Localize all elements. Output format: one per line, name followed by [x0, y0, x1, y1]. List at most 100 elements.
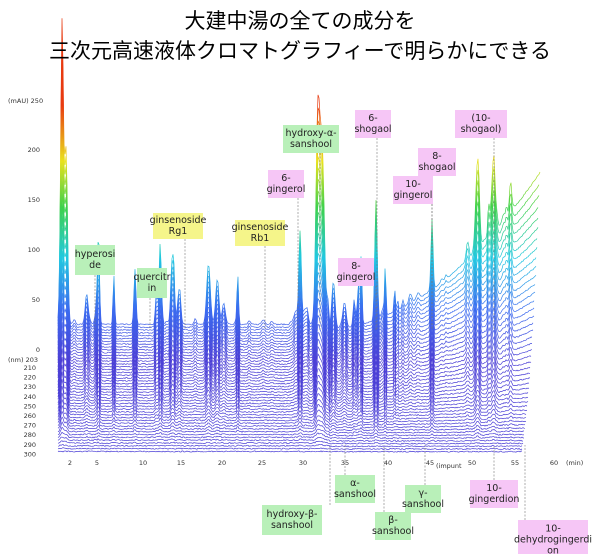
time-tick: 2	[68, 459, 72, 467]
wavelength-tick: 270	[24, 422, 36, 430]
annotation-text: gingerdion	[469, 494, 520, 505]
label-box	[418, 148, 456, 176]
trace	[57, 443, 523, 448]
annotation-text: (10-	[471, 113, 490, 124]
annotation-text: sanshool	[271, 520, 313, 531]
trace	[57, 416, 526, 432]
trace	[57, 109, 538, 346]
trace	[57, 450, 523, 453]
annotation-text: shogaol	[354, 124, 391, 135]
label-box	[235, 220, 285, 246]
trace	[57, 250, 534, 377]
annotation-text: quercitr	[133, 272, 170, 283]
title-line: 三次元高速液体クロマトグラフィーで明らかにできる	[49, 39, 551, 63]
trace	[57, 398, 526, 424]
absorbance-tick: 200	[28, 146, 40, 154]
absorbance-tick: 150	[28, 196, 40, 204]
time-tick: 20	[218, 459, 226, 467]
absorbance-tick: 0	[36, 346, 40, 354]
trace	[57, 137, 537, 351]
annotation-text: 6-	[368, 113, 377, 124]
label-box	[470, 480, 518, 508]
wavelength-tick: 220	[24, 374, 36, 382]
trace	[57, 431, 525, 440]
annotation-text: ginsenoside	[232, 222, 289, 233]
label-box	[137, 268, 167, 298]
annotation-text: 10-	[405, 179, 421, 190]
annotation-text: gingerol	[337, 272, 376, 283]
annotation-text: gingerol	[394, 190, 433, 201]
trace	[57, 348, 530, 405]
annotation-text: sanshool	[372, 526, 414, 537]
trace	[57, 203, 535, 366]
wavelength-tick: 290	[24, 441, 36, 449]
trace	[57, 322, 531, 396]
label-box	[153, 213, 203, 239]
wavelength-tick: 250	[24, 402, 36, 410]
annotation-text: sanshool	[290, 139, 332, 150]
trace	[57, 404, 527, 426]
note: (impunt	[436, 462, 462, 470]
annotation-text: shogaol	[418, 162, 455, 173]
trace	[57, 292, 532, 388]
time-tick: 5	[95, 459, 99, 467]
annotation-text: 8-	[351, 261, 360, 272]
annotation-text: Rb1	[251, 233, 270, 244]
annotation-text: hydroxy-β-	[267, 509, 318, 520]
wavelength-tick: 210	[24, 364, 36, 372]
label-box	[518, 520, 588, 554]
label-box	[405, 485, 441, 513]
label-box	[375, 512, 411, 540]
time-tick: 10	[139, 459, 147, 467]
label-box	[355, 110, 391, 138]
trace	[57, 123, 538, 349]
label-box	[338, 258, 374, 286]
time-tick: 25	[258, 459, 266, 467]
trace	[57, 410, 526, 429]
annotation-text: 8-	[432, 151, 441, 162]
trace	[57, 392, 527, 421]
time-tick: 40	[384, 459, 392, 467]
trace	[57, 227, 535, 372]
label-box	[455, 110, 507, 138]
trace	[57, 440, 524, 445]
trace	[57, 371, 529, 413]
absorbance-axis-top: (mAU) 250	[8, 97, 43, 105]
wavelength-tick: 300	[24, 450, 36, 458]
annotation-text: de	[89, 260, 101, 271]
title-line: 大建中湯の全ての成分を	[185, 9, 416, 33]
annotation-text: β-	[388, 515, 398, 526]
wavelength-tick: 230	[24, 383, 36, 391]
annotation-text: on	[547, 546, 559, 554]
wavelength-axis-top: (nm) 203	[8, 356, 38, 364]
trace	[57, 272, 533, 383]
trace	[57, 164, 537, 357]
time-tick: 30	[299, 459, 307, 467]
label-box	[283, 125, 339, 153]
label-box	[262, 505, 322, 535]
label-box	[393, 176, 433, 204]
annotation-text: in	[148, 283, 157, 294]
trace	[57, 312, 531, 394]
annotation-text: hydroxy-α-	[285, 128, 336, 139]
trace	[57, 339, 530, 402]
annotation-text: dehydrogingerdi	[514, 535, 592, 546]
wavelength-tick: 260	[24, 412, 36, 420]
trace	[57, 357, 529, 407]
trace	[57, 364, 529, 410]
time-tick: 60	[550, 459, 558, 467]
time-tick: 15	[177, 459, 185, 467]
annotation-text: sanshool	[402, 499, 444, 510]
time-tick: 55	[511, 459, 519, 467]
trace	[57, 447, 523, 451]
annotation-text: 10-	[486, 483, 502, 494]
time-unit: (min)	[566, 459, 583, 467]
annotation-text: gingerol	[267, 184, 306, 195]
annotation-text: α-	[350, 478, 360, 489]
annotation-text: 10-	[545, 524, 561, 535]
trace	[57, 178, 536, 360]
annotation-text: hyperosi	[75, 249, 116, 260]
absorbance-tick: 100	[28, 246, 40, 254]
time-tick: 45	[426, 459, 434, 467]
